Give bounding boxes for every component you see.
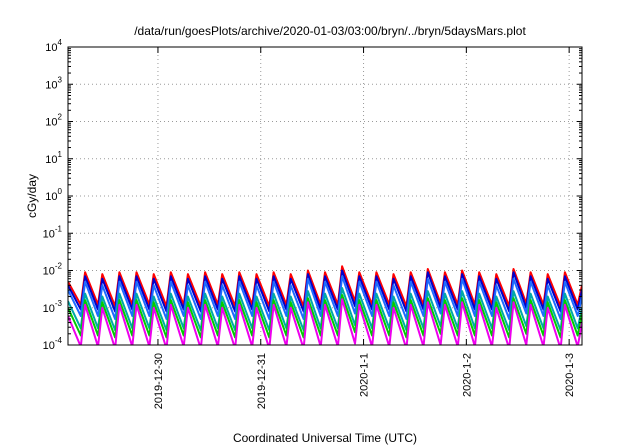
- y-tick-label: 102: [45, 113, 62, 129]
- x-tick-label: 2020-1-1: [359, 353, 371, 397]
- x-tick-label: 2019-12-31: [256, 353, 268, 409]
- series-line: [68, 294, 582, 339]
- y-tick-label: 10-4: [43, 336, 63, 352]
- x-tick-label: 2020-1-3: [564, 353, 576, 397]
- series-line: [68, 287, 582, 332]
- x-axis-title: Coordinated Universal Time (UTC): [233, 431, 417, 445]
- series-line: [68, 275, 582, 320]
- y-tick-label: 100: [45, 187, 62, 203]
- y-tick-label: 101: [45, 150, 62, 166]
- y-tick-label: 10-3: [43, 299, 63, 315]
- chart-title: /data/run/goesPlots/archive/2020-01-03/0…: [134, 24, 526, 38]
- x-tick-label: 2019-12-30: [153, 353, 165, 409]
- y-tick-label: 10-1: [43, 224, 63, 240]
- y-axis-title: cGy/day: [25, 174, 39, 218]
- series-line: [68, 269, 582, 313]
- y-axis: 10-4 10-3 10-2 10-1 100 101 102 103 104: [43, 38, 582, 352]
- y-tick-label: 104: [45, 38, 62, 54]
- x-axis: 2019-12-30 2019-12-31 2020-1-1 2020-1-2 2020…: [153, 47, 576, 409]
- y-tick-label: 10-2: [43, 262, 63, 278]
- plot-lines: [68, 265, 582, 345]
- series-line: [68, 298, 582, 345]
- series-line: [68, 265, 582, 308]
- x-tick-label: 2020-1-2: [461, 353, 473, 397]
- y-tick-label: 103: [45, 75, 62, 91]
